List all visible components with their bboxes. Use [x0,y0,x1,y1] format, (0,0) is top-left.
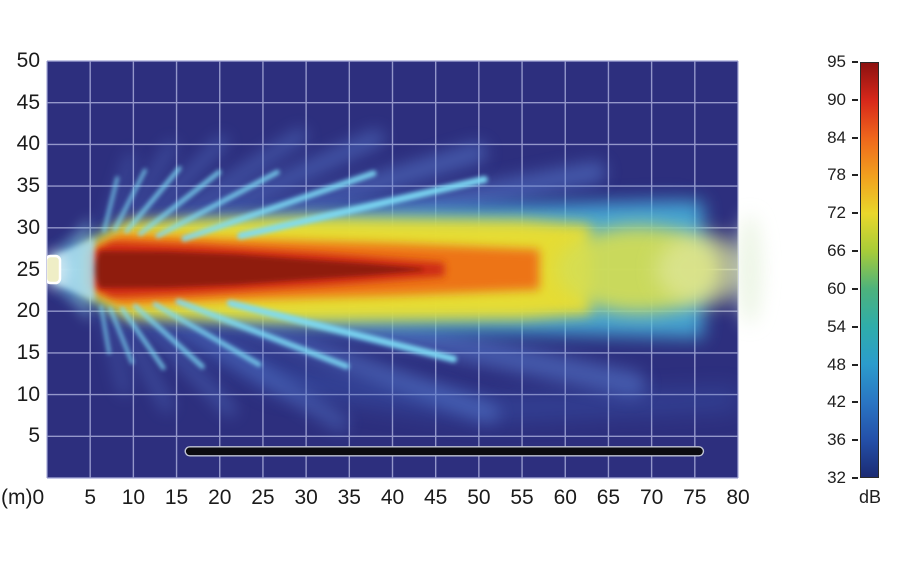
x-axis-origin-label: (m)0 [1,485,44,511]
beam-side-lobe-bright [226,299,458,363]
x-axis-unit: (m) [1,486,33,509]
colorbar-tick [852,174,858,177]
beam-zone-maroon-core [91,251,423,288]
beam-side-lobe-bright [102,176,120,233]
colorbar-tick [852,98,858,101]
x-axis-tick-label: 80 [726,486,750,509]
beam-side-lobe-bright [119,306,166,371]
colorbar-tick [852,439,858,442]
x-axis-tick-label: 40 [380,486,405,509]
x-axis-tick-label: 10 [121,486,146,509]
y-axis-tick-label: 5 [28,424,40,448]
colorbar-tick-label: 32 [827,468,846,487]
x-axis-tick-label: 0 [32,486,45,509]
colorbar-tick-label: 54 [827,316,846,336]
x-axis-tick-label: 5 [84,486,97,509]
x-axis-tick-label: 75 [683,486,707,509]
beam-side-lobe-faint [104,152,136,229]
x-axis-tick-label: 65 [596,486,621,509]
colorbar-tick [852,212,858,215]
beam-side-lobe-bright [124,166,182,234]
colorbar-tick [852,61,858,63]
y-axis-tick-label: 30 [16,215,40,239]
beam-side-lobe-bright [132,303,205,370]
x-axis-tick-label: 60 [553,486,577,509]
x-axis-tick-label: 20 [208,486,232,509]
colorbar-tick [852,250,858,253]
y-axis-tick-label: 35 [16,174,40,198]
beam-side-lobe-bright [112,168,147,232]
beam-side-lobe-bright [99,304,112,355]
colorbar-tick [852,287,858,290]
colorbar-tick-label: 72 [827,203,846,223]
beam-side-lobe-faint [158,128,308,231]
x-axis-tick-label: 70 [639,486,664,509]
x-axis-tick-label: 25 [251,486,275,509]
x-axis-tick-label: 35 [337,486,361,509]
y-axis-tick-label: 20 [16,299,40,323]
colorbar-tick [852,325,858,328]
colorbar-tick-label: 42 [827,392,846,412]
colorbar [860,62,879,478]
colorbar-tick [852,136,858,139]
colorbar-tick-label: 95 [827,52,846,71]
colorbar-tick-label: 66 [827,241,846,261]
x-axis-tick-label: 15 [164,486,189,509]
y-axis-tick-label: 10 [16,382,40,406]
colorbar-unit-label: dB [858,487,882,507]
colorbar-tick-label: 60 [827,278,846,298]
beam-side-lobe-faint [133,135,229,231]
y-axis-tick-label: 50 [16,49,40,72]
x-axis-tick-label: 50 [467,486,491,509]
beam-side-lobe-faint [176,129,385,237]
beam-side-lobe-bright [108,306,134,365]
source-cone [53,237,95,302]
beam-side-lobe-bright [155,169,280,239]
x-axis-tick-label: 45 [424,486,448,509]
colorbar-tick-label: 90 [827,89,846,109]
colorbar-tick-label: 36 [827,430,846,450]
x-axis-tick-label: 30 [294,486,318,509]
beam-side-lobe-bright [137,169,222,237]
beam-side-lobe-bright [237,176,488,240]
colorbar-tick-label: 84 [827,127,846,147]
source-speaker-box [47,254,62,285]
beam-side-lobe-bright [175,298,350,370]
colorbar-tick-label: 48 [827,354,846,374]
beam-end-blob [655,233,738,306]
beam-side-lobe-bright [181,170,377,242]
beam-side-lobe-faint [133,309,237,417]
colorbar-tick [852,363,858,366]
beam-side-lobe-bright [152,302,262,367]
beam-side-lobe-faint [100,308,130,396]
colorbar-tick [852,477,858,479]
colorbar-tick-label: 78 [827,165,846,185]
beam-layers [47,128,738,432]
beam-side-lobe-faint [118,141,177,229]
audience-bar [184,446,705,457]
beam-side-lobe-faint [162,309,349,432]
y-axis-tick-label: 25 [16,257,40,281]
beam-spill-glow [738,214,762,325]
beam-side-lobe-faint [114,312,173,412]
y-axis-tick-label: 40 [16,132,40,156]
x-axis-tick-label: 55 [510,486,534,509]
y-axis-tick-label: 15 [16,340,40,364]
colorbar-tick [852,401,858,404]
beam-side-lobe-faint [218,142,488,239]
y-axis-tick-label: 45 [16,90,40,114]
